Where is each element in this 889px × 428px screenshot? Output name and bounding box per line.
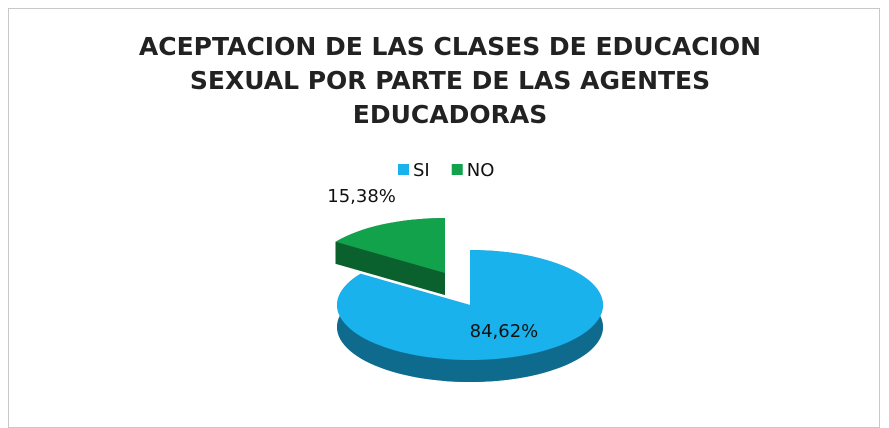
legend-label: NO <box>467 160 495 181</box>
data-label: 84,62% <box>470 321 539 342</box>
data-label: 15,38% <box>327 186 396 207</box>
slice-top <box>335 218 445 273</box>
slice-side <box>335 241 445 295</box>
legend-swatch <box>398 164 409 175</box>
legend-swatch <box>451 164 463 175</box>
slice-top <box>336 250 603 361</box>
slice <box>336 250 603 383</box>
plot: SI NO 84,62% 15,38% <box>327 160 603 383</box>
chart: ACEPTACION DE LAS CLASES DE EDUCACION SE… <box>8 8 880 428</box>
legend-label: SI <box>413 160 430 181</box>
slice <box>335 218 445 295</box>
chart-title: ACEPTACION DE LAS CLASES DE EDUCACION SE… <box>138 32 762 129</box>
